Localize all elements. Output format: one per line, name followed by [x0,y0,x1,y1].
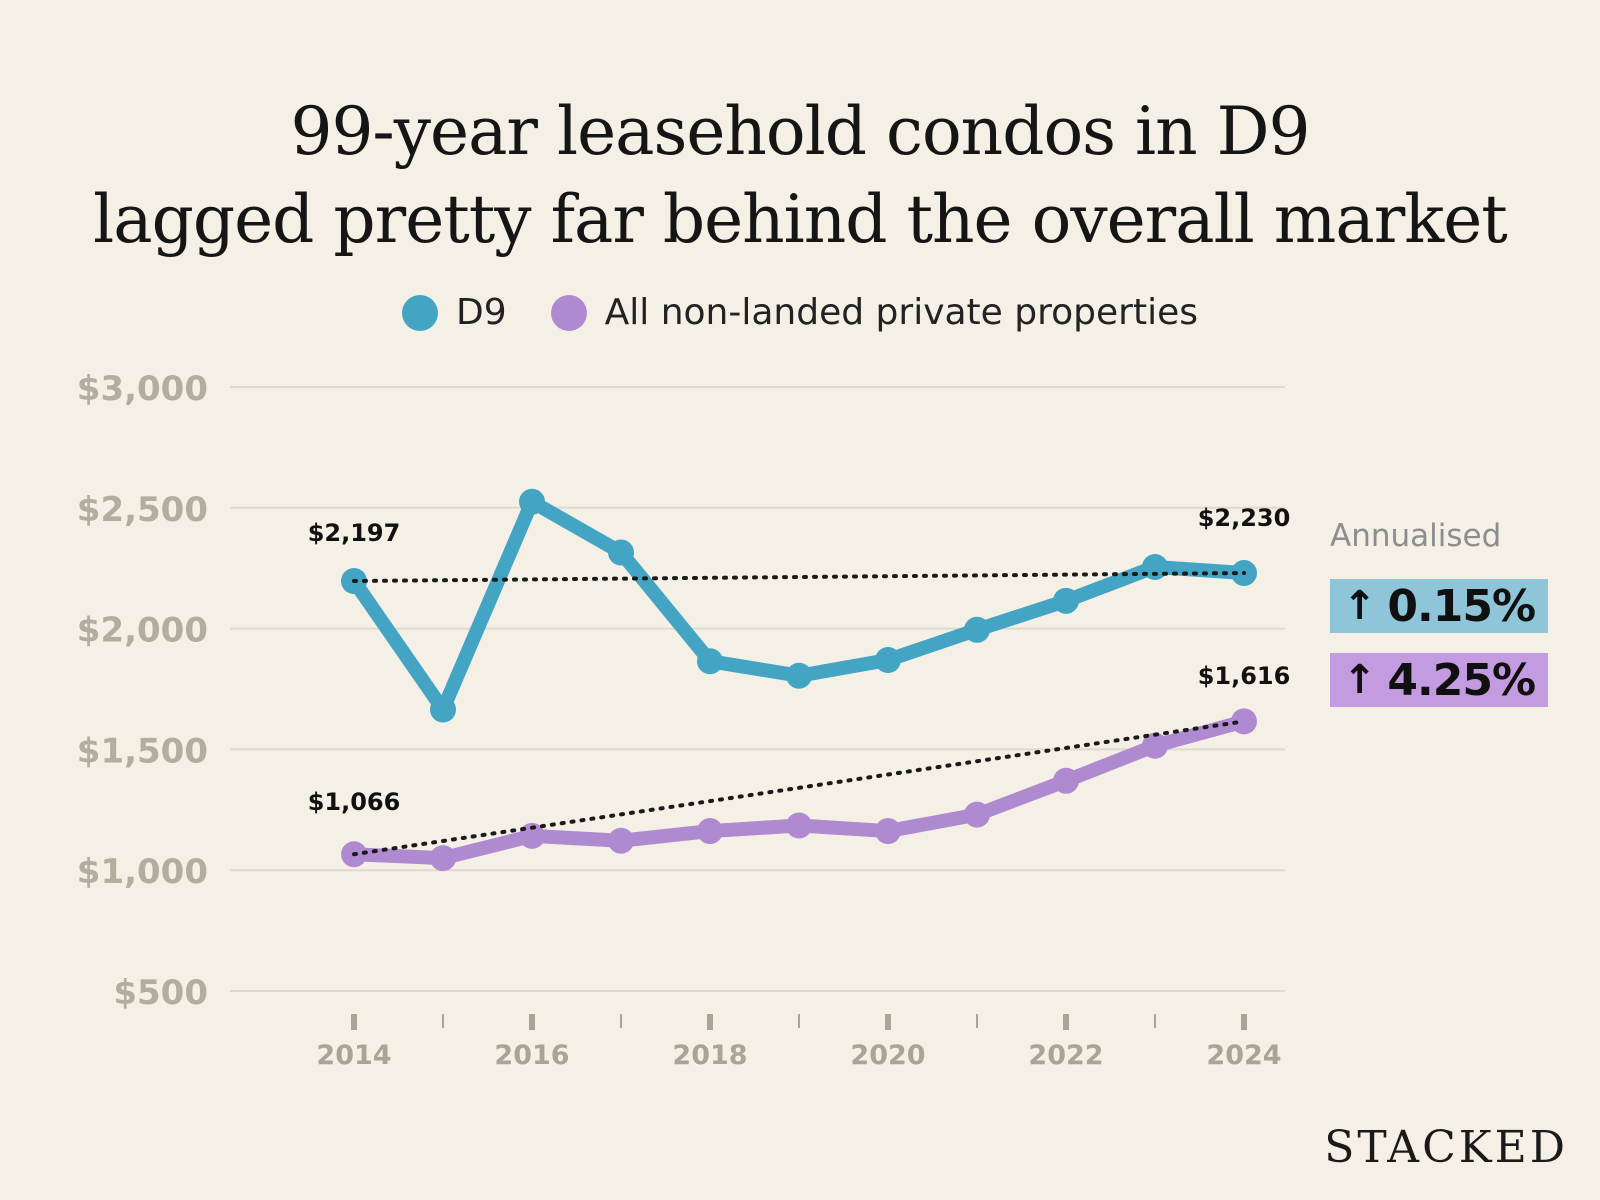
legend-d9-label: D9 [456,292,507,333]
d9-data-point [964,616,990,643]
legend: D9 All non-landed private properties [0,292,1600,333]
up-arrow-icon: ↑ [1342,583,1377,629]
d9-data-point [1142,553,1168,580]
all-data-point [964,801,990,828]
d9-annualised-value: 0.15% [1387,580,1536,632]
brand-logo: STACKED [1324,1122,1568,1173]
x-tick-label: 2016 [494,1040,569,1071]
legend-d9-dot [402,294,439,331]
title-line-1: 99-year leasehold condos in D9 [290,93,1310,170]
d9-annualised-badge: ↑ 0.15% [1330,579,1548,633]
y-tick-label: $3,000 [77,369,208,409]
legend-item-d9: D9 [402,292,507,333]
title-line-2: lagged pretty far behind the overall mar… [93,181,1508,258]
all-data-point [1053,767,1079,794]
all-end-label: $1,616 [1198,662,1291,690]
d9-data-point [430,696,456,723]
x-tick-label: 2020 [850,1040,925,1071]
all-data-point [786,812,812,839]
annualised-label: Annualised [1330,518,1502,554]
all-data-point [1231,708,1257,735]
all-annualised-value: 4.25% [1387,654,1536,706]
x-tick-label: 2018 [672,1040,747,1071]
legend-item-all: All non-landed private properties [550,292,1198,333]
d9-data-point [1053,587,1079,614]
y-tick-label: $2,500 [77,490,208,530]
x-tick-label: 2022 [1028,1040,1103,1071]
d9-data-point [697,648,723,675]
x-tick-label: 2014 [316,1040,391,1071]
all-data-point [697,818,723,845]
y-tick-label: $1,000 [77,852,208,892]
all-annualised-badge: ↑ 4.25% [1330,653,1548,707]
all-trend-line [352,719,1246,857]
chart-title: 99-year leasehold condos in D9 lagged pr… [0,88,1600,264]
all-start-label: $1,066 [308,788,401,816]
all-data-point [430,845,456,872]
y-tick-label: $1,500 [77,731,208,771]
up-arrow-icon: ↑ [1342,657,1377,703]
all-data-point [875,818,901,845]
y-tick-label: $2,000 [77,611,208,651]
y-tick-label: $500 [113,973,208,1013]
x-tick-label: 2024 [1206,1040,1281,1071]
legend-all-label: All non-landed private properties [604,292,1198,333]
d9-data-point [875,647,901,674]
d9-data-point [519,488,545,515]
d9-data-point [608,539,634,566]
d9-trend-line [352,571,1246,584]
all-data-point [608,827,634,854]
legend-all-dot [550,294,587,331]
all-data-point [1142,732,1168,759]
d9-data-point [786,662,812,689]
d9-start-label: $2,197 [308,519,401,547]
d9-end-label: $2,230 [1198,504,1291,532]
